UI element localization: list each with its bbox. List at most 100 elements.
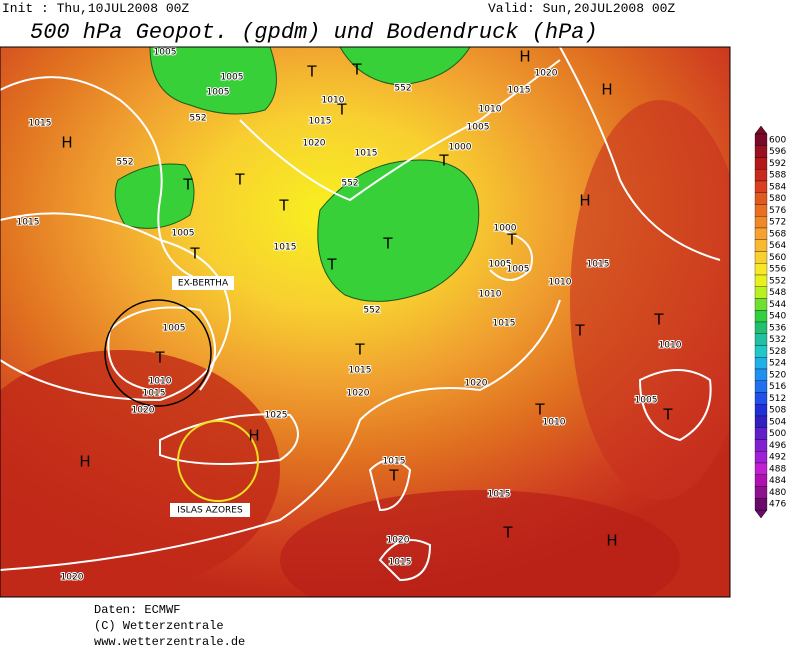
isobar [159,413,299,465]
colorbar-swatch [754,145,768,158]
pressure-center: T [438,152,449,170]
colorbar-arrow [754,125,768,135]
valid-time: Valid: Sun,20JUL2008 00Z [488,1,675,16]
isobar-label: 1020 [132,406,155,416]
colorbar-swatch [754,427,768,440]
isobar [559,47,721,261]
isobar-label: 1020 [535,69,558,79]
place-label: ISLAS AZORES [177,506,243,516]
colorbar-swatch [754,380,768,393]
isobar-label: 1025 [265,411,288,421]
pressure-center: T [354,341,365,359]
isobar [107,306,216,391]
colorbar-swatch [754,321,768,334]
pressure-center: T [351,61,362,79]
colorbar-tick-label: 548 [769,288,786,298]
pressure-center: T [388,467,399,485]
pressure-center: H [519,48,530,66]
colorbar-tick-label: 520 [769,370,786,380]
label-box [172,276,234,290]
colorbar-tick-label: 504 [769,417,786,427]
colorbar-tick-label: 592 [769,159,786,169]
colorbar-swatch [754,439,768,452]
colorbar-tick-label: 584 [769,182,786,192]
pressure-center: T [502,524,513,542]
pressure-center: T [534,401,545,419]
isobar-label: 1010 [549,278,572,288]
trough-area [149,47,277,115]
colorbar-tick-label: 600 [769,135,786,145]
colorbar-swatch [754,180,768,193]
colorbar-tick-label: 596 [769,147,786,157]
map-frame [0,46,731,598]
isobar-label: 552 [341,179,358,189]
colorbar-swatch [754,368,768,381]
colorbar-tick-label: 544 [769,300,786,310]
footer-line: (C) Wetterzentrale [94,619,224,633]
colorbar-swatch [754,192,768,205]
isobar [0,76,201,281]
isobar-label: 1020 [303,139,326,149]
colorbar-tick-label: 580 [769,194,786,204]
colorbar-swatch [754,404,768,417]
pressure-center: T [154,349,165,367]
isobar-label: 1005 [154,48,177,58]
pressure-center: T [382,235,393,253]
colorbar-tick-label: 524 [769,359,786,369]
colorbar-tick-label: 536 [769,323,786,333]
colorbar-swatch [754,498,768,511]
colorbar-tick-label: 572 [769,218,786,228]
isobar-label: 1010 [322,96,345,106]
isobar [0,299,561,571]
colorbar-tick-label: 556 [769,265,786,275]
isobar-label: 1020 [465,379,488,389]
colorbar-swatch [754,357,768,370]
isobar [0,212,232,402]
map-shading [570,100,730,500]
isobar-label: 552 [116,158,133,168]
colorbar-tick-label: 480 [769,488,786,498]
footer-line: Daten: ECMWF [94,603,180,617]
colorbar-tick-label: 588 [769,171,786,181]
map-title: 500 hPa Geopot. (gpdm) und Bodendruck (h… [30,20,598,45]
isobar-label: 1005 [635,396,658,406]
colorbar-swatch [754,298,768,311]
isobar-label: 1015 [17,218,40,228]
isobar-label: 1005 [221,73,244,83]
colorbar-swatch [754,239,768,252]
pressure-center: T [653,311,664,329]
colorbar-swatch [754,345,768,358]
isobar-label: 1015 [143,389,166,399]
map-shading [0,350,280,590]
init-time: Init : Thu,10JUL2008 00Z [2,1,189,16]
isobar-label: 1005 [207,88,230,98]
pressure-center: H [606,532,617,550]
colorbar-swatch [754,227,768,240]
colorbar-swatch [754,169,768,182]
isobar-label: 1000 [449,143,472,153]
pressure-center: T [182,176,193,194]
pressure-center: H [248,427,259,445]
map-labels: 1005100510055521015H1010T552T1015T102010… [16,47,683,584]
colorbar-swatch [754,333,768,346]
colorbar-swatch [754,310,768,323]
colorbar-arrow [754,509,768,519]
colorbar-tick-label: 540 [769,312,786,322]
pressure-center: T [326,256,337,274]
colorbar-swatch [754,486,768,499]
isobar-label: 1015 [274,243,297,253]
trough-area [339,47,471,86]
colorbar-swatch [754,474,768,487]
pressure-center: T [336,101,347,119]
colorbar-swatch [754,251,768,264]
pressure-center: T [662,406,673,424]
isobar-label: 1010 [543,418,566,428]
colorbar-swatch [754,462,768,475]
isobar-label: 1015 [389,558,412,568]
colorbar-swatch [754,286,768,299]
colorbar-swatch [754,216,768,229]
map-shading [280,490,680,597]
pressure-center: H [61,134,72,152]
azores-circle [177,420,259,502]
colorbar: 6005965925885845805765725685645605565525… [754,125,786,519]
